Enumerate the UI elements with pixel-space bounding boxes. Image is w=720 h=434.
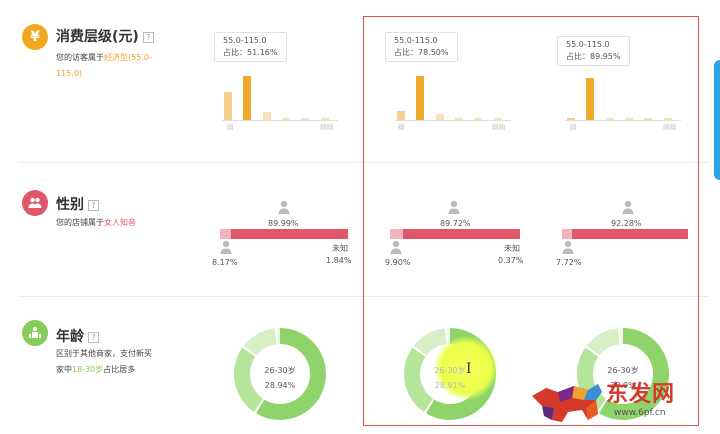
spend-tooltip: 55.0-115.0 占比：89.95% (557, 36, 630, 66)
spend-tooltip: 55.0-115.0 占比：78.50% (385, 32, 458, 62)
age-icon (22, 320, 48, 346)
spend-bar[interactable] (243, 76, 251, 120)
age-section-title: 年龄? (56, 326, 99, 346)
spend-bar[interactable] (321, 118, 329, 120)
coins-stack-icon: ▤▤ (663, 123, 677, 131)
male-pct: 8.17% (212, 258, 238, 267)
watermark-brand: 东发网 (606, 381, 676, 407)
spend-bar[interactable] (567, 118, 575, 120)
spend-bar[interactable] (397, 111, 405, 120)
age-group-pct: 28.94% (264, 381, 296, 390)
help-icon[interactable]: ? (142, 31, 154, 43)
chart-baseline (565, 120, 681, 121)
coins-stack-icon: ▤▤ (320, 123, 334, 131)
male-user-icon (562, 240, 574, 254)
unknown-pct: 1.84% (326, 256, 352, 265)
spend-bar[interactable] (436, 114, 444, 120)
age-group-pct: 28.9% (610, 381, 636, 390)
help-icon[interactable]: ? (88, 331, 99, 343)
chart-baseline (222, 120, 338, 121)
female-share-bar[interactable] (572, 229, 688, 239)
gender-section-title: 性别? (56, 194, 99, 214)
age-donut-chart (234, 328, 326, 420)
male-user-icon (390, 240, 402, 254)
female-share-bar[interactable] (231, 229, 348, 239)
coin-icon: ▤ (570, 123, 577, 131)
female-user-icon (278, 200, 290, 214)
age-section-desc: 区别于其他商家，支付新买 家中18-30岁占比居多 (56, 349, 152, 374)
yen-icon: ¥ (22, 24, 48, 50)
spend-bar[interactable] (664, 118, 672, 120)
spend-bar-chart (222, 74, 338, 120)
female-user-icon (448, 200, 460, 214)
male-pct: 9.90% (385, 258, 411, 267)
male-share-bar[interactable] (390, 229, 403, 239)
male-user-icon (220, 240, 232, 254)
spend-bar[interactable] (606, 118, 614, 120)
age-group-pct: 28.91% (434, 381, 466, 390)
age-group-label: 26-30岁 (264, 366, 296, 375)
unknown-label: 未知 (504, 244, 520, 253)
spend-bar[interactable] (474, 118, 482, 120)
cursor-highlight (434, 336, 498, 400)
female-pct: 89.99% (268, 219, 299, 228)
spend-bar[interactable] (586, 78, 594, 120)
female-pct: 89.72% (440, 219, 471, 228)
spend-section-desc: 您的访客属于经济型(55.0-115.0) (56, 53, 152, 78)
male-share-bar[interactable] (220, 229, 231, 239)
unknown-pct: 0.37% (498, 256, 524, 265)
spend-bar[interactable] (644, 118, 652, 120)
coin-icon: ▤ (398, 123, 405, 131)
help-icon[interactable]: ? (88, 199, 99, 211)
gender-bar (562, 229, 688, 239)
spend-bar[interactable] (625, 118, 633, 120)
text-cursor-icon: I (466, 361, 472, 377)
watermark-url: www.6pf.cn (614, 408, 666, 418)
watermark-logo: 东发网 www.6pf.cn (528, 372, 714, 430)
spend-bar[interactable] (455, 118, 463, 120)
spend-bar[interactable] (494, 118, 502, 120)
male-pct: 7.72% (556, 258, 582, 267)
spend-section-title: 消费层级(元)? (56, 26, 154, 46)
spend-bar[interactable] (282, 118, 290, 120)
spend-bar[interactable] (224, 92, 232, 120)
selection-frame (363, 16, 699, 426)
coin-icon: ▤ (227, 123, 234, 131)
side-floating-tab[interactable] (714, 60, 720, 180)
spend-bar-chart (395, 74, 511, 120)
spend-bar-chart (565, 76, 681, 120)
spend-tooltip: 55.0-115.0 占比：51.16% (214, 32, 287, 62)
gender-section-desc: 您的店铺属于女人知音 (56, 218, 136, 227)
unknown-label: 未知 (332, 244, 348, 253)
age-group-label: 26-30岁 (607, 366, 639, 375)
bull-logo-icon (532, 384, 602, 422)
female-pct: 92.28% (611, 219, 642, 228)
age-group-label: 26-30岁 (434, 366, 466, 375)
female-share-bar[interactable] (403, 229, 520, 239)
age-donut-chart (577, 328, 669, 420)
spend-bar[interactable] (416, 76, 424, 120)
gender-bar (390, 229, 520, 239)
chart-baseline (395, 120, 511, 121)
users-icon (22, 190, 48, 216)
female-user-icon (622, 200, 634, 214)
spend-bar[interactable] (301, 118, 309, 120)
male-share-bar[interactable] (562, 229, 572, 239)
gender-bar (220, 229, 350, 239)
spend-bar[interactable] (263, 112, 271, 120)
coins-stack-icon: ▤▤ (492, 123, 506, 131)
